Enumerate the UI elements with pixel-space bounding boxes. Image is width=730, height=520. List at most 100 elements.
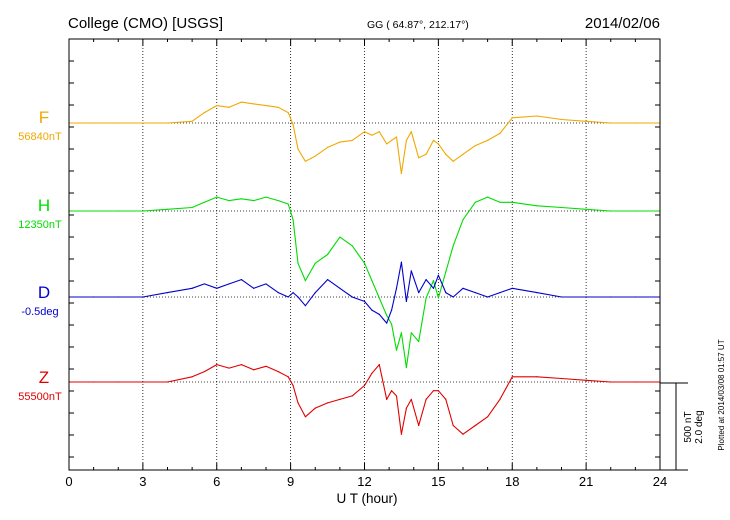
data-point-h — [191, 206, 193, 209]
data-point-h — [240, 198, 242, 200]
data-point-f — [117, 122, 119, 124]
series-name-h: H — [38, 196, 50, 215]
data-point-d — [292, 292, 294, 294]
data-point-f — [253, 103, 255, 105]
data-point-f — [499, 132, 501, 135]
data-point-f — [462, 153, 464, 155]
data-point-f — [418, 157, 420, 159]
data-point-f — [314, 155, 316, 157]
data-point-h — [314, 262, 316, 264]
data-point-f — [487, 139, 489, 141]
data-point-d — [418, 292, 420, 294]
data-point-f — [634, 122, 636, 124]
data-point-z — [418, 424, 420, 427]
data-point-z — [400, 433, 403, 435]
data-point-d — [410, 270, 412, 272]
data-point-z — [445, 398, 447, 400]
data-point-d — [314, 292, 316, 294]
x-axis-label: U T (hour) — [336, 491, 397, 506]
data-point-d — [405, 300, 407, 302]
data-point-h — [437, 297, 439, 299]
data-point-h — [405, 367, 407, 369]
data-point-f — [610, 122, 612, 124]
data-point-f — [445, 153, 447, 155]
data-point-h — [585, 208, 587, 210]
data-point-f — [287, 111, 289, 114]
data-point-d — [390, 309, 393, 311]
x-tick-label: 24 — [653, 474, 667, 489]
data-point-z — [386, 398, 388, 400]
data-point-d — [445, 292, 447, 294]
scale-nt-label: 500 nT — [683, 411, 694, 442]
data-point-h — [432, 280, 435, 282]
data-point-h — [351, 245, 353, 247]
data-point-h — [117, 210, 119, 212]
data-point-d — [240, 279, 242, 281]
series-name-z: Z — [39, 368, 49, 387]
data-point-d — [487, 296, 489, 298]
data-point-h — [418, 340, 420, 343]
data-point-d — [452, 296, 454, 298]
data-point-h — [93, 210, 95, 212]
data-point-d — [585, 296, 587, 298]
x-tick-label: 15 — [431, 474, 445, 489]
series-baseline-d: -0.5deg — [21, 306, 58, 318]
data-point-z — [462, 433, 464, 435]
data-point-z — [277, 370, 279, 373]
data-point-h — [499, 201, 501, 203]
data-point-f — [363, 131, 366, 133]
data-point-f — [297, 148, 299, 150]
data-point-f — [351, 139, 353, 141]
data-point-f — [410, 131, 412, 133]
x-tick-label: 3 — [139, 474, 146, 489]
data-point-z — [536, 376, 538, 378]
data-point-d — [378, 313, 380, 315]
data-point-z — [326, 402, 329, 404]
data-point-d — [351, 296, 353, 298]
chart-date: 2014/02/06 — [585, 15, 660, 32]
data-point-d — [166, 292, 169, 294]
data-point-z — [371, 372, 373, 374]
data-point-h — [400, 332, 403, 334]
data-point-z — [339, 398, 341, 400]
x-tick-label: 6 — [213, 474, 220, 489]
data-point-d — [395, 287, 398, 289]
data-point-d — [265, 283, 267, 285]
data-point-d — [634, 296, 636, 298]
data-point-f — [371, 134, 373, 136]
data-point-z — [304, 416, 306, 418]
data-point-z — [378, 364, 380, 366]
data-point-h — [216, 196, 218, 198]
data-point-z — [351, 395, 353, 397]
data-point-h — [390, 323, 393, 325]
data-point-d — [425, 279, 427, 281]
series-baseline-z: 55500nT — [18, 391, 62, 403]
data-point-z — [390, 390, 393, 392]
data-point-f — [437, 143, 439, 145]
scale-bar: 500 nT 2.0 deg — [660, 382, 705, 471]
scale-deg-label: 2.0 deg — [694, 410, 705, 443]
data-point-z — [228, 367, 230, 369]
data-point-f — [560, 118, 563, 121]
data-point-z — [117, 381, 119, 383]
data-point-d — [142, 296, 144, 298]
series-name-f: F — [39, 108, 49, 127]
data-point-z — [216, 364, 218, 366]
data-point-z — [240, 364, 242, 366]
data-point-h — [339, 236, 341, 238]
data-point-f — [432, 139, 435, 141]
data-point-h — [253, 199, 255, 202]
x-tick-label: 21 — [579, 474, 593, 489]
data-point-f — [339, 141, 341, 143]
data-point-z — [560, 377, 563, 380]
data-point-h — [203, 201, 206, 203]
data-point-h — [487, 196, 489, 198]
x-tick-label: 12 — [357, 474, 371, 489]
data-point-d — [304, 305, 306, 307]
data-point-z — [166, 381, 169, 383]
data-point-d — [386, 322, 388, 324]
data-point-z — [363, 384, 366, 387]
data-point-f — [395, 136, 398, 138]
data-point-z — [191, 376, 193, 378]
